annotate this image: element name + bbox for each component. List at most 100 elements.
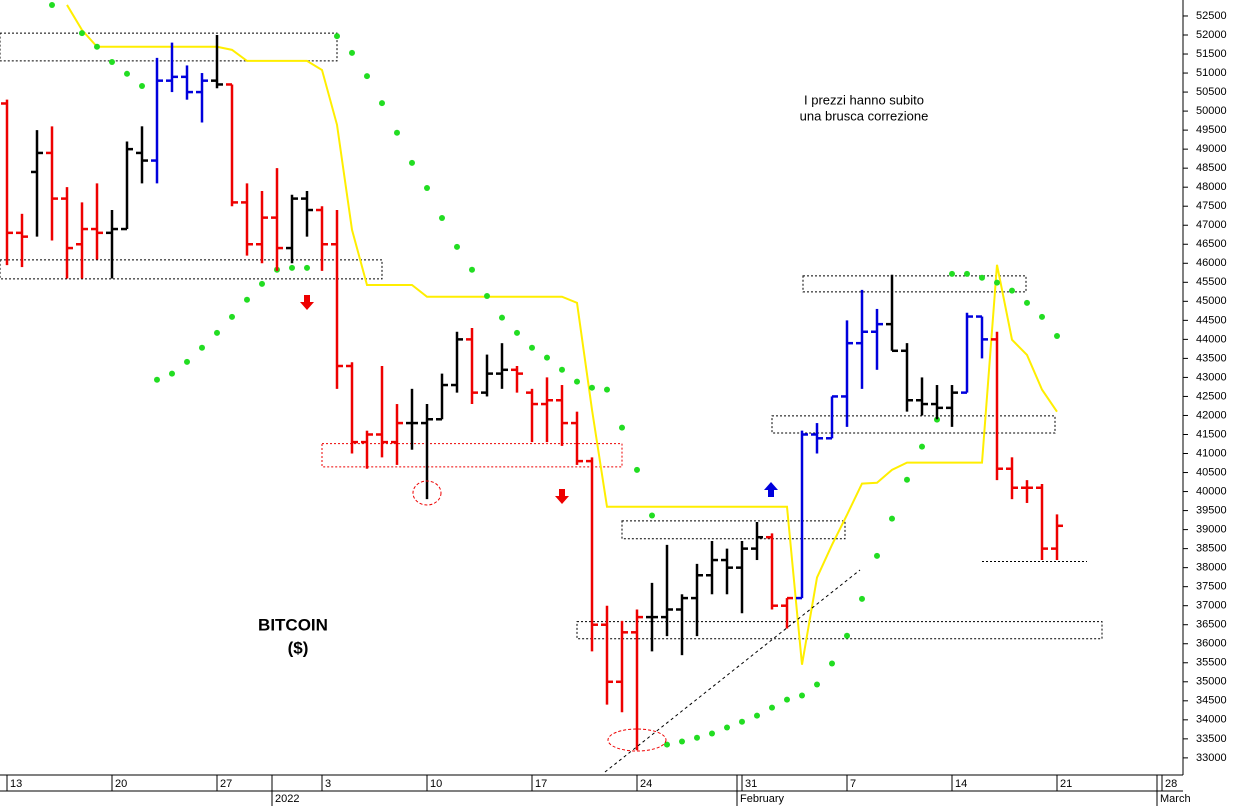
y-tick-label: 43500 (1196, 352, 1227, 364)
sar-dot (979, 274, 985, 281)
sar-dot (634, 466, 640, 473)
y-tick-label: 39500 (1196, 504, 1227, 516)
zone (0, 259, 383, 280)
sar-dot (559, 366, 565, 373)
sar-dot (424, 184, 430, 191)
sar-dot (364, 73, 370, 80)
y-tick-label: 44000 (1196, 333, 1227, 345)
sar-dot (514, 329, 520, 336)
sar-dot (469, 266, 475, 273)
annotation: una brusca correzione (800, 108, 929, 123)
sar-dot (1054, 332, 1060, 339)
y-tick-label: 42000 (1196, 409, 1227, 421)
y-tick-label: 35500 (1196, 657, 1227, 669)
sar-dot (709, 730, 715, 737)
zone (576, 621, 1103, 640)
zone (321, 443, 623, 468)
sar-dot (754, 712, 760, 719)
y-tick-label: 33000 (1196, 752, 1227, 764)
sar-dot (394, 129, 400, 136)
y-tick-label: 37000 (1196, 600, 1227, 612)
sar-dot (334, 33, 340, 40)
sar-dot (154, 376, 160, 383)
x-tick-label: 13 (10, 778, 22, 790)
sar-dot (1039, 313, 1045, 320)
y-tick-label: 44500 (1196, 314, 1227, 326)
bars (1, 35, 1063, 751)
y-tick-label: 48500 (1196, 162, 1227, 174)
y-tick-label: 52500 (1196, 10, 1227, 22)
sar-dot (1009, 287, 1015, 294)
y-tick-label: 51500 (1196, 48, 1227, 60)
y-tick-label: 52000 (1196, 29, 1227, 41)
x-tick-label: 28 (1165, 778, 1177, 790)
x-tick-label: 31 (745, 778, 757, 790)
sar-dot (589, 384, 595, 391)
sar-dot (244, 296, 250, 303)
trend-line (604, 569, 861, 773)
up-arrow (764, 482, 778, 497)
x-tick-label: 21 (1060, 778, 1072, 790)
sar-dot (799, 692, 805, 699)
zone (621, 520, 846, 540)
indicator-line (66, 4, 1058, 665)
x-tick-label: 7 (850, 778, 856, 790)
zone (0, 32, 338, 62)
x-tick-label: 27 (220, 778, 232, 790)
chart-subtitle: ($) (288, 638, 309, 657)
sar-dot (829, 660, 835, 667)
y-tick-label: 49500 (1196, 124, 1227, 136)
sar-dot (844, 632, 850, 639)
sar-dot (994, 279, 1000, 286)
month-label: 2022 (275, 793, 299, 805)
y-tick-label: 43000 (1196, 371, 1227, 383)
y-tick-label: 41000 (1196, 447, 1227, 459)
sar-dot (484, 292, 490, 299)
sar-dot (874, 552, 880, 559)
y-tick-label: 49000 (1196, 143, 1227, 155)
y-tick-label: 37500 (1196, 581, 1227, 593)
sar-dot (184, 358, 190, 365)
y-tick-label: 46000 (1196, 257, 1227, 269)
sar-dot (289, 264, 295, 271)
sar-dot (109, 59, 115, 66)
y-tick-label: 36000 (1196, 638, 1227, 650)
x-tick-label: 14 (955, 778, 967, 790)
sar-dot (694, 734, 700, 741)
down-arrow (555, 489, 569, 504)
sar-dot (724, 724, 730, 731)
sar-dot (79, 30, 85, 37)
sar-dot (889, 515, 895, 522)
sar-dot (379, 100, 385, 107)
sar-dot (544, 354, 550, 361)
y-tick-label: 34500 (1196, 695, 1227, 707)
sar-dot (769, 704, 775, 711)
sar-dot (649, 512, 655, 519)
sar-dot (1024, 299, 1030, 306)
sar-dot (259, 280, 265, 287)
y-tick-label: 38000 (1196, 562, 1227, 574)
sar-dot (784, 696, 790, 703)
sar-dot (529, 344, 535, 351)
sar-dot (139, 82, 145, 89)
sar-dot (949, 270, 955, 277)
sar-dot (604, 386, 610, 393)
sar-dot (934, 416, 940, 423)
y-tick-label: 47500 (1196, 200, 1227, 212)
y-tick-label: 42500 (1196, 390, 1227, 402)
y-tick-label: 45000 (1196, 295, 1227, 307)
sar-dot (859, 595, 865, 602)
zone (802, 275, 1027, 293)
month-label: March (1160, 793, 1191, 805)
sar-dot (964, 270, 970, 277)
sar-dot (214, 329, 220, 336)
y-tick-label: 48000 (1196, 181, 1227, 193)
highlight-ellipse (412, 480, 442, 506)
sar-dot (409, 159, 415, 166)
y-tick-label: 51000 (1196, 67, 1227, 79)
sar-dot (919, 443, 925, 450)
y-tick-label: 50500 (1196, 86, 1227, 98)
x-tick-label: 24 (640, 778, 652, 790)
